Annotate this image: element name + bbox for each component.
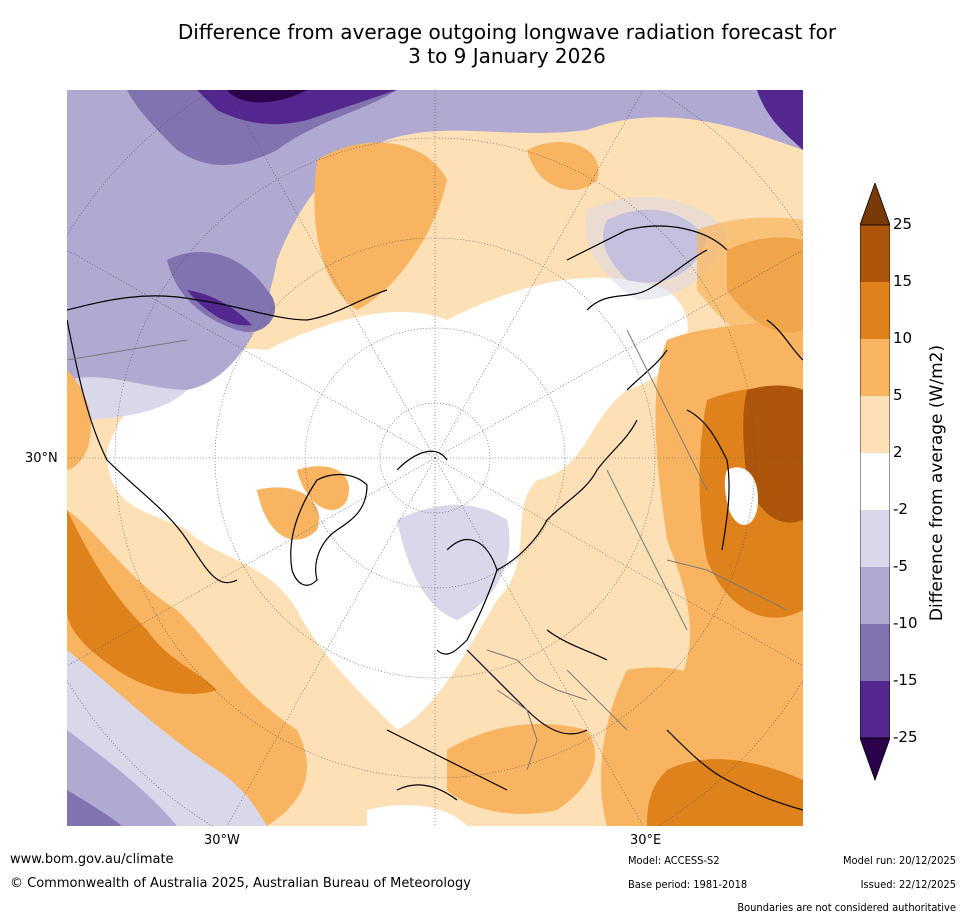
colorbar-tick-10: 10 xyxy=(893,329,913,347)
colorbar-bin-2-5 xyxy=(860,396,890,453)
lat-label-30n: 30°N xyxy=(25,451,58,466)
colorbar-tick-m5: -5 xyxy=(893,557,908,575)
colorbar-tick-15: 15 xyxy=(893,272,913,290)
colorbar-bin-m10-m5 xyxy=(860,567,890,624)
graticule xyxy=(67,90,803,826)
colorbar-extend-min xyxy=(860,737,890,781)
title-line-2: 3 to 9 January 2026 xyxy=(408,44,606,68)
colorbar-bin-m5-m2 xyxy=(860,510,890,567)
colorbar-tick-25: 25 xyxy=(893,215,913,233)
colorbar-tick-m10: -10 xyxy=(893,614,918,632)
footer-base-period: Base period: 1981-2018 xyxy=(628,878,748,891)
polar-map[interactable] xyxy=(67,90,803,826)
colorbar-title: Difference from average (W/m2) xyxy=(927,344,947,622)
colorbar-tick-m25: -25 xyxy=(893,728,918,746)
colorbar-tick-m15: -15 xyxy=(893,671,918,689)
colorbar xyxy=(860,183,890,781)
colorbar-tick-2: 2 xyxy=(893,443,903,461)
colorbar-bin-10-15 xyxy=(860,282,890,339)
footer-copyright: © Commonwealth of Australia 2025, Austra… xyxy=(10,876,471,891)
colorbar-bin-neutral xyxy=(860,453,890,510)
footer-issued: Issued: 22/12/2025 xyxy=(860,878,956,891)
colorbar-bin-15-25 xyxy=(860,225,890,282)
footer-model-run: Model run: 20/12/2025 xyxy=(843,854,956,867)
colorbar-bin-m15-m10 xyxy=(860,624,890,681)
lon-label-30w: 30°W xyxy=(204,833,240,848)
anomaly-shading xyxy=(67,90,803,826)
colorbar-tick-5: 5 xyxy=(893,386,903,404)
colorbar-bin-5-10 xyxy=(860,339,890,396)
coastlines xyxy=(67,225,803,811)
lon-label-30e: 30°E xyxy=(630,833,662,848)
anomaly-map-svg xyxy=(67,90,803,826)
footer-model: Model: ACCESS-S2 xyxy=(628,854,720,867)
colorbar-bin-m25-m15 xyxy=(860,681,890,738)
title-line-1: Difference from average outgoing longwav… xyxy=(177,20,837,44)
colorbar-extend-max xyxy=(860,183,890,226)
footer-disclaimer: Boundaries are not considered authoritat… xyxy=(737,901,956,914)
chart-title: Difference from average outgoing longwav… xyxy=(0,20,965,68)
footer-url[interactable]: www.bom.gov.au/climate xyxy=(10,852,174,867)
country-boundaries xyxy=(67,329,788,771)
colorbar-tick-m2: -2 xyxy=(893,500,908,518)
